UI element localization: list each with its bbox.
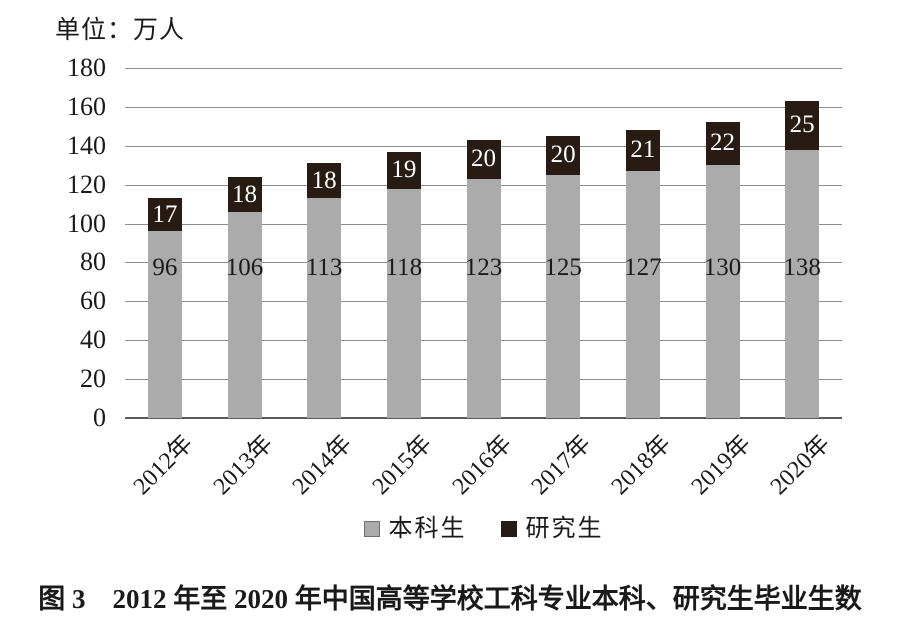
undergrad-value-label: 106 <box>225 254 264 281</box>
gridline <box>125 68 842 69</box>
bar-undergrad-segment <box>625 171 660 418</box>
unit-label: 单位：万人 <box>55 17 186 44</box>
bar-grad-segment <box>386 151 421 189</box>
grad-value-label: 19 <box>391 155 417 183</box>
legend-item: 本科生 <box>363 516 467 542</box>
x-axis-line <box>125 417 842 419</box>
x-axis-year-text: 2013年 <box>208 430 278 500</box>
undergrad-value-label: 127 <box>624 254 662 281</box>
x-axis-year-text: 2020年 <box>765 430 836 500</box>
y-axis-tick-label: 60 <box>80 286 106 316</box>
legend-label: 研究生 <box>525 516 604 542</box>
y-axis-tick-label: 0 <box>93 403 106 432</box>
undergrad-value-label: 130 <box>703 254 742 281</box>
undergrad-value-label: 138 <box>783 254 821 281</box>
bar-undergrad-segment <box>705 165 740 418</box>
y-axis-tick-label: 120 <box>67 169 106 199</box>
bar-grad-segment <box>785 101 820 150</box>
undergrad-value-label: 96 <box>152 254 178 281</box>
legend: 本科生 研究生 <box>125 517 842 541</box>
x-axis-year-text: 2017年 <box>526 430 597 500</box>
undergrad-value-label: 125 <box>544 254 582 281</box>
y-axis-tick-label: 20 <box>80 364 106 394</box>
gridline <box>125 106 842 108</box>
y-axis-tick-label: 140 <box>67 130 106 160</box>
grad-value-label: 25 <box>789 111 815 139</box>
grad-swatch-icon <box>500 521 517 537</box>
bar-grad-segment <box>307 163 342 199</box>
y-axis-tick-label: 80 <box>80 247 106 277</box>
grad-value-label: 22 <box>710 129 735 157</box>
x-axis-year-text: 2016年 <box>447 430 517 500</box>
x-axis-year-text: 2012年 <box>128 430 198 500</box>
legend-label: 本科生 <box>388 516 467 542</box>
grad-value-label: 18 <box>311 167 337 195</box>
grad-value-label: 20 <box>471 144 496 172</box>
legend-item: 研究生 <box>500 516 604 542</box>
undergrad-value-label: 118 <box>385 254 423 281</box>
bar-grad-segment <box>227 176 262 212</box>
y-axis-tick-label: 160 <box>67 91 106 121</box>
undergrad-value-label: 113 <box>305 254 343 281</box>
bar-undergrad-segment <box>546 174 581 418</box>
grad-value-label: 18 <box>232 180 257 208</box>
bar-undergrad-segment <box>307 198 342 418</box>
bar-grad-segment <box>546 136 581 175</box>
y-axis-tick-label: 40 <box>80 325 106 355</box>
x-axis-year-text: 2019年 <box>686 430 756 500</box>
x-axis-year-text: 2014年 <box>287 430 358 500</box>
y-axis-tick-label: 180 <box>67 53 106 82</box>
grad-value-label: 17 <box>152 201 178 229</box>
bar-undergrad-segment <box>466 178 501 418</box>
bar-undergrad-segment <box>386 188 421 418</box>
bar-grad-segment <box>625 130 660 172</box>
undergrad-swatch-icon <box>363 521 380 537</box>
bar-grad-segment <box>705 122 740 166</box>
grad-value-label: 20 <box>550 141 576 169</box>
bar-grad-segment <box>466 139 501 179</box>
bar-undergrad-segment <box>785 149 820 418</box>
bar-undergrad-segment <box>227 211 262 418</box>
x-axis-year-text: 2018年 <box>606 430 676 500</box>
undergrad-value-label: 123 <box>464 254 503 281</box>
y-axis-tick-label: 100 <box>67 208 106 238</box>
grad-value-label: 21 <box>630 136 656 164</box>
x-axis-year-text: 2015年 <box>367 430 437 500</box>
figure-caption: 图 3 2012 年至 2020 年中国高等学校工科专业本科、研究生毕业生数 <box>38 584 862 614</box>
bar-grad-segment <box>147 198 182 232</box>
bar-undergrad-segment <box>147 231 182 418</box>
